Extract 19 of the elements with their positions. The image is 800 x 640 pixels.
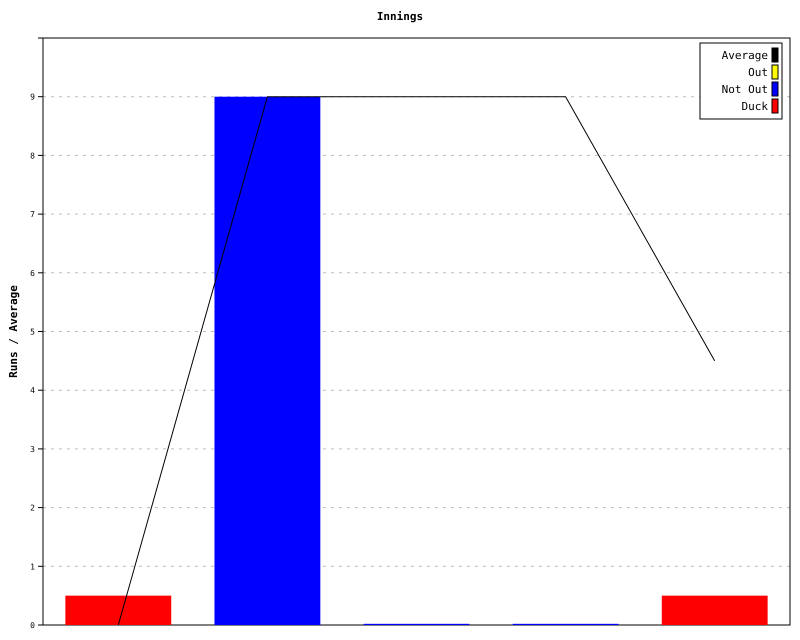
y-tick-label: 7 [30, 210, 36, 220]
y-tick-label: 4 [30, 386, 36, 396]
y-tick-label: 5 [30, 328, 36, 336]
y-tick-label: 3 [30, 444, 36, 454]
legend-label: Average [722, 49, 768, 62]
legend-label: Out [748, 66, 768, 79]
y-tick-label: 1 [30, 562, 36, 572]
legend-label: Duck [742, 100, 768, 113]
y-tick-label: 6 [30, 268, 36, 278]
bar [214, 96, 320, 625]
y-tick-label: 8 [30, 151, 36, 160]
y-tick-label: 9 [30, 92, 36, 102]
y-tick-label: 2 [30, 504, 36, 513]
y-tick-label: 0 [30, 621, 36, 630]
bar [65, 596, 172, 625]
legend-label: Not Out [722, 83, 768, 96]
y-axis-title: Runs / Average [7, 284, 20, 378]
chart-title: Innings [376, 10, 424, 23]
bar [662, 596, 768, 625]
